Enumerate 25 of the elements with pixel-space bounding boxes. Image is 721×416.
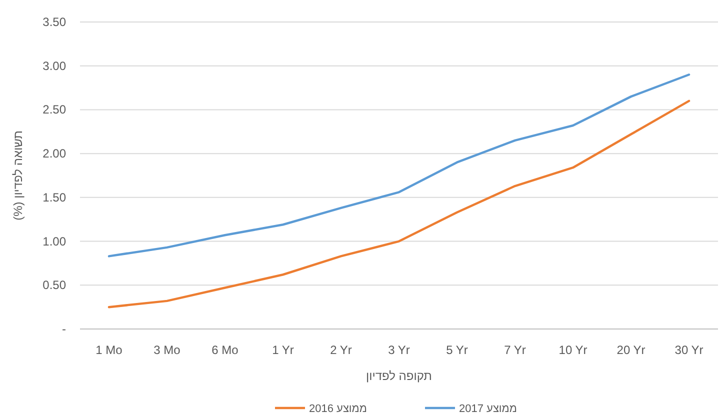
x-tick-label: 6 Mo [212,343,239,357]
x-tick-label: 1 Mo [96,343,123,357]
x-tick-label: 20 Yr [616,343,646,357]
x-tick-label: 10 Yr [558,343,588,357]
x-tick-label: 3 Yr [388,343,410,357]
y-axis-title: תשואה לפדיון (%) [11,130,25,220]
y-tick-label: - [62,322,66,336]
line-series [108,74,690,258]
y-tick-label: 1.50 [42,190,66,204]
x-tick-label: 5 Yr [446,343,468,357]
x-tick-label: 2 Yr [330,343,352,357]
line-series [108,100,690,308]
x-tick-label: 7 Yr [504,343,526,357]
x-tick-label: 3 Mo [154,343,181,357]
y-tick-label: 3.50 [42,15,66,29]
legend-label: ממוצע 2017 [459,403,517,415]
x-tick-label: 30 Yr [674,343,704,357]
legend-label: ממוצע 2016 [309,403,367,415]
y-tick-label: 0.50 [42,278,66,292]
y-tick-label: 3.00 [42,58,66,73]
y-tick-label: 2.00 [42,146,66,161]
x-tick-label: 1 Yr [272,343,294,357]
y-tick-label: 2.50 [42,102,66,117]
y-tick-label: 1.00 [42,234,66,248]
x-axis-title: תקופה לפדיון [366,369,432,383]
